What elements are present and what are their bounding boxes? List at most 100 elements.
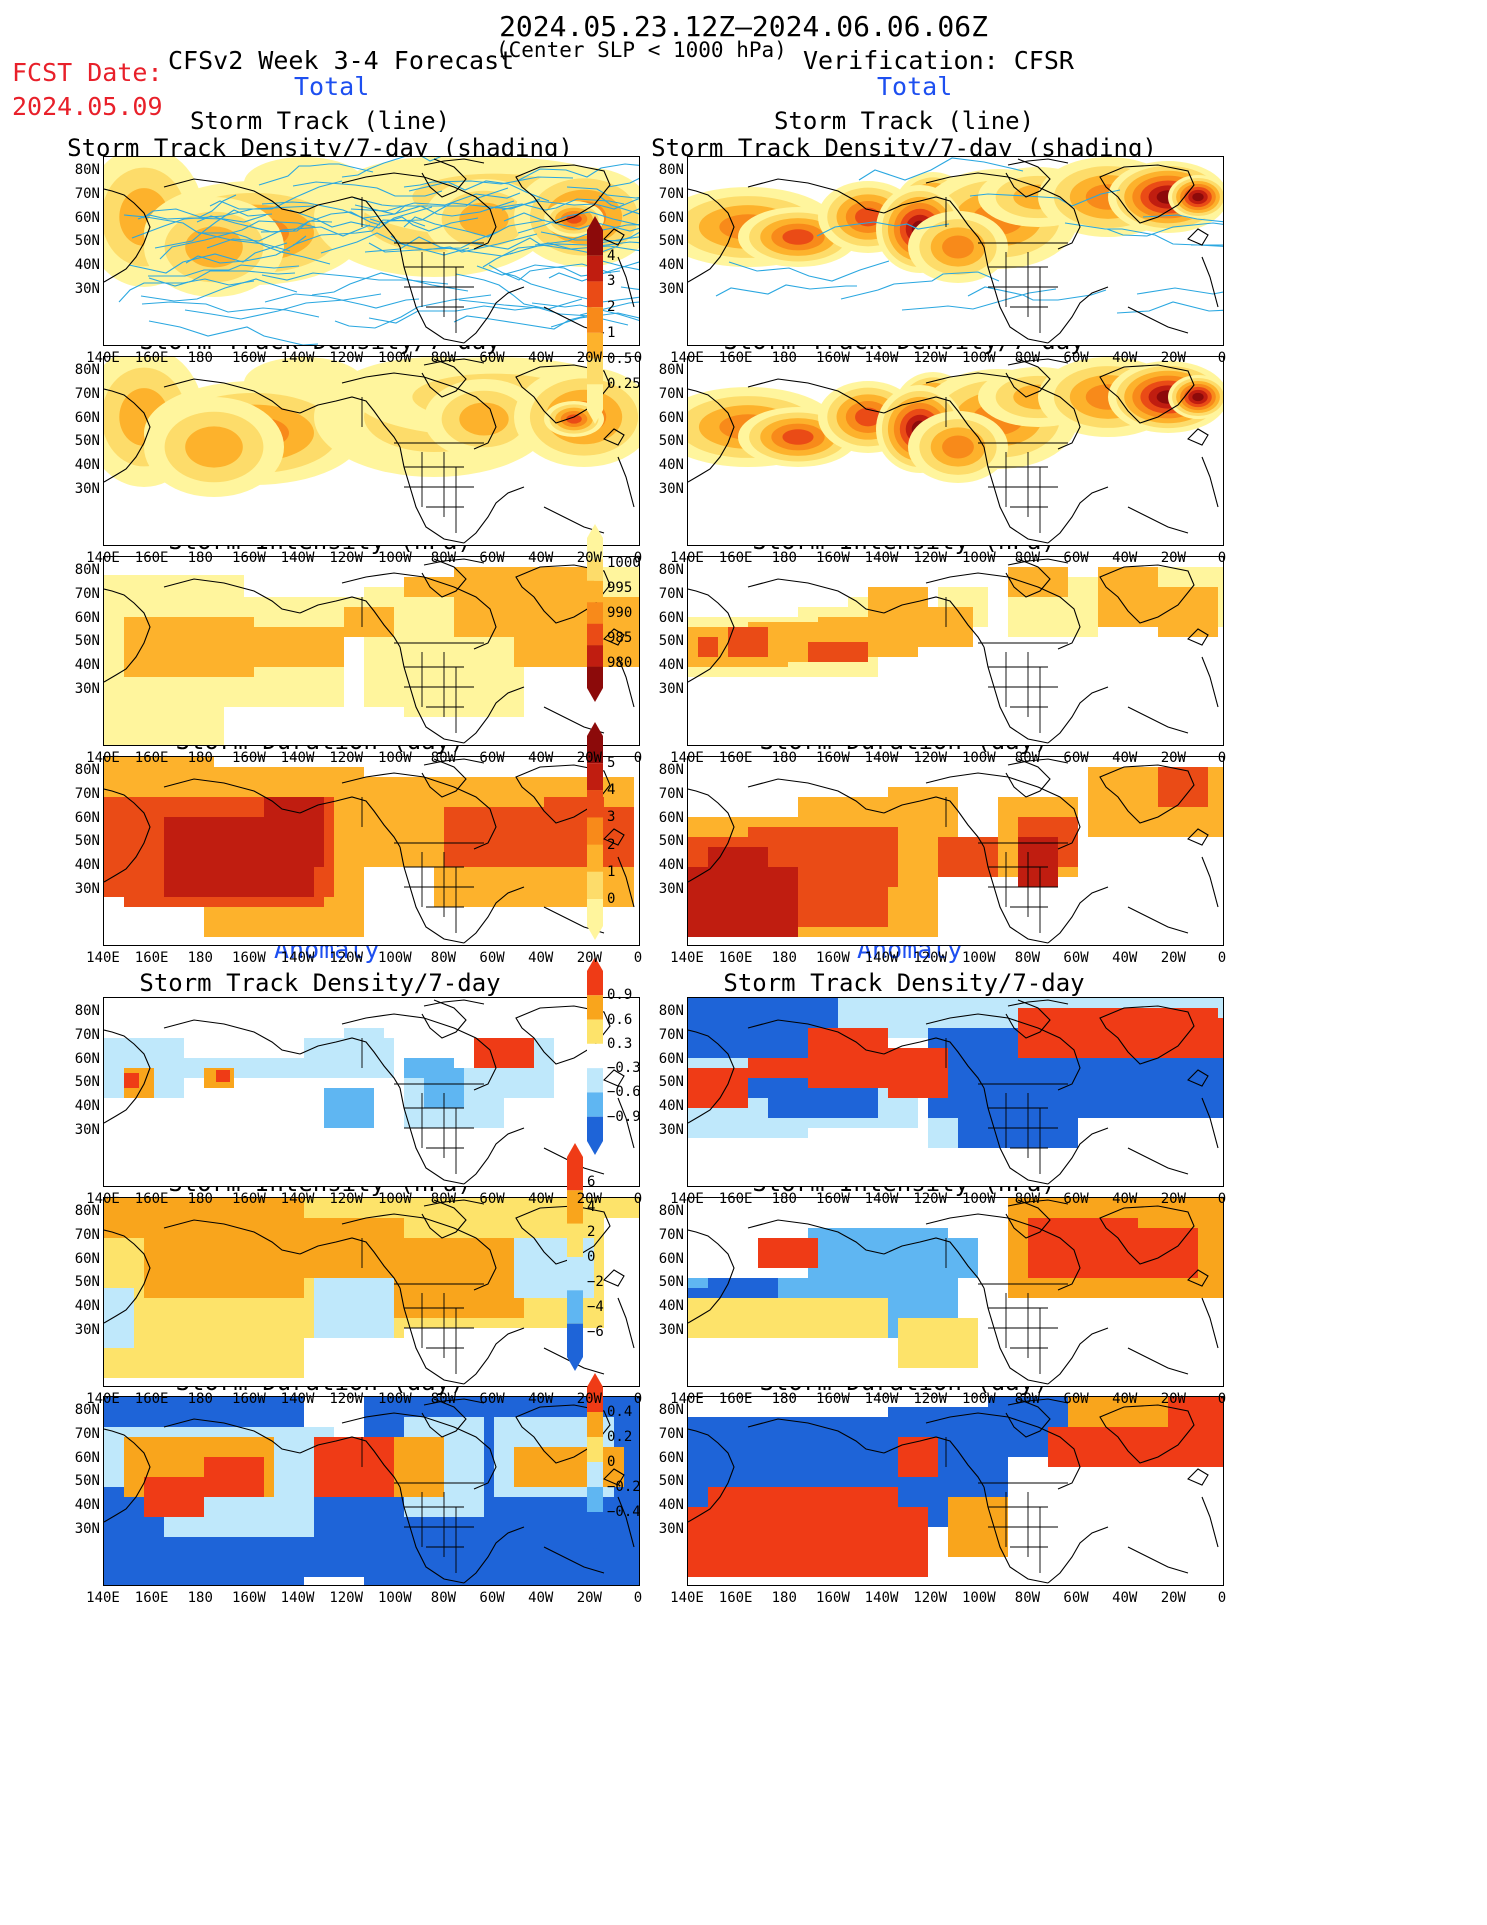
border-line — [404, 452, 474, 533]
colorbar-arrow-bottom — [587, 410, 603, 424]
storm-track-line — [967, 286, 1107, 301]
map-panel-verif-intensity-anom-lon-label: 80W — [1014, 1391, 1041, 1407]
map-panel-verif-density-lon-label: 100W — [961, 550, 996, 566]
storm-track-line — [1136, 287, 1223, 295]
map-panel-verif-intensity-anom-lon-label: 60W — [1063, 1391, 1089, 1407]
map-panel-verif-intensity-anom — [687, 1197, 1224, 1387]
map-panel-forecast-intensity-anom-lon-label: 160W — [232, 1391, 266, 1407]
storm-track-line — [350, 192, 521, 212]
storm-track-line — [488, 263, 612, 281]
colorbar-label: 1000 — [607, 555, 641, 571]
coastline — [463, 286, 525, 344]
coastline — [1187, 1069, 1209, 1087]
map-panel-forecast-density-lon-label: 0 — [633, 550, 643, 566]
map-panel-forecast-intensity-anom-lon-label: 140W — [280, 1391, 315, 1407]
storm-track-line — [509, 242, 639, 255]
shading-cell — [194, 627, 344, 667]
storm-track-line — [368, 305, 539, 324]
map-panel-verif-density-anom-lat-label: 50N — [658, 1074, 684, 1091]
colorbar-segment — [587, 623, 603, 646]
map-panel-forecast-duration-lat-label: 60N — [74, 809, 100, 826]
shading-region — [942, 235, 974, 259]
colorbar-segment — [587, 559, 603, 581]
map-panel-forecast-intensity-anom-lat-label: 60N — [74, 1250, 100, 1267]
map-panel-verif-intensity-anom-lat-label: 80N — [658, 1203, 684, 1219]
coastline — [299, 596, 401, 648]
map-panel-verif-duration-lat-label: 70N — [658, 785, 684, 802]
map-canvas — [688, 558, 1223, 744]
coastline — [1127, 1347, 1189, 1375]
storm-track-line — [517, 211, 639, 234]
coastline — [983, 1287, 1049, 1385]
coastline — [617, 256, 635, 308]
colorbar-segment — [587, 538, 603, 560]
map-panel-forecast-duration-anom-lat-label: 80N — [74, 1402, 100, 1418]
map-panel-forecast-track-lon-label: 0 — [633, 350, 643, 366]
colorbar-label: 4 — [607, 782, 616, 799]
shading-cell — [344, 607, 394, 637]
coastline — [688, 588, 735, 683]
coastline — [883, 796, 985, 848]
coastline — [883, 396, 985, 448]
map-panel-verif-intensity-lon-label: 60W — [1063, 750, 1089, 766]
colorbar-segment — [587, 871, 603, 899]
map-panel-verif-duration-anom-lat-label: 50N — [658, 1473, 684, 1490]
shading-cell — [898, 1437, 938, 1477]
coastline — [163, 178, 301, 214]
colorbar-density: 4 3 2 1 0.5 0.25 — [585, 216, 641, 430]
coastline — [1047, 1327, 1109, 1385]
colorbar-label: 985 — [607, 630, 633, 646]
coastline — [688, 388, 735, 483]
colorbar-label: −0.4 — [607, 1504, 641, 1520]
shading-cell — [708, 1487, 898, 1527]
map-panel-verif-density-lat-label: 60N — [658, 409, 684, 426]
map-panel-forecast-intensity-lat-label: 80N — [74, 562, 100, 578]
colorbar-segment — [587, 281, 603, 308]
map-panel-forecast-density-anom-lat-label: 50N — [74, 1074, 100, 1091]
fcst-label: FCST Date: — [12, 58, 163, 87]
map-panel-forecast-track-lon-label: 40W — [528, 350, 554, 366]
map-panel-verif-density-lat-label: 70N — [658, 385, 684, 402]
map-canvas — [104, 757, 635, 944]
coastline — [341, 572, 497, 650]
storm-track-line — [148, 264, 300, 277]
coastline — [603, 828, 625, 846]
coastline — [423, 558, 485, 566]
storm-track-line — [311, 272, 469, 296]
map-panel-verif-duration — [687, 756, 1224, 946]
map-panel-verif-intensity-anom-lon-label: 20W — [1160, 1391, 1186, 1407]
map-panel-verif-track-lon-label: 0 — [1217, 350, 1227, 366]
map-panel-verif-density-lon-label: 20W — [1160, 550, 1186, 566]
coastline — [603, 1269, 625, 1287]
forecast-title: CFSv2 Week 3-4 Forecast — [168, 46, 515, 75]
map-panel-verif-duration-lat-label: 40N — [658, 857, 684, 874]
coastline — [925, 1213, 1081, 1291]
shading-cell — [104, 1288, 134, 1348]
coastline — [1047, 1127, 1109, 1185]
map-panel-verif-intensity-lat-label: 80N — [658, 562, 684, 578]
storm-track-line — [590, 241, 639, 248]
coastline — [299, 1436, 401, 1488]
coastline — [1201, 256, 1219, 308]
colorbar-arrow-bottom — [567, 1357, 583, 1371]
map-panel-forecast-intensity-lon-label: 120W — [329, 750, 364, 766]
coastline — [1047, 1526, 1109, 1584]
map-panel-verif-density-lon-label: 0 — [1217, 550, 1227, 566]
coastline — [1005, 999, 1051, 1039]
coastline — [1201, 656, 1219, 708]
map-panel-verif-intensity-anom-lon-label: 180 — [771, 1391, 797, 1407]
map-panel-verif-intensity — [687, 556, 1224, 746]
map-canvas — [104, 157, 639, 345]
colorbar-segment — [587, 358, 603, 385]
coastline — [1099, 1404, 1195, 1464]
colorbar-segment — [587, 1043, 603, 1069]
storm-track-line — [455, 273, 583, 310]
map-panel-verif-density-anom-lat-label: 40N — [658, 1098, 684, 1115]
colorbar-segment — [567, 1157, 583, 1191]
map-canvas — [688, 1397, 1223, 1584]
map-panel-forecast-intensity-anom-lat-label: 30N — [74, 1322, 100, 1338]
map-canvas — [688, 998, 1223, 1185]
coastline — [1201, 1496, 1219, 1548]
map-panel-forecast-density-anom-lon-label: 80W — [430, 1191, 457, 1207]
coastline — [163, 778, 301, 814]
